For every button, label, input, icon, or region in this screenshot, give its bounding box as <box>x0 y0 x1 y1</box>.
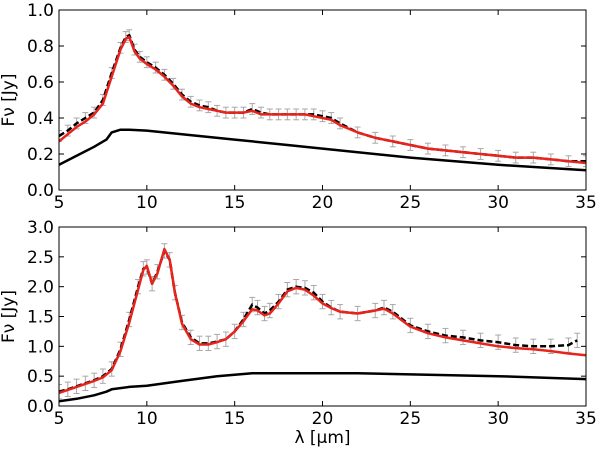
x-tick-label: 20 <box>312 193 334 213</box>
axes-frame <box>58 226 587 407</box>
stellar-series-line <box>59 128 586 172</box>
y-tick-label: 1.0 <box>27 1 54 21</box>
x-axis-label: λ [μm] <box>294 428 350 448</box>
y-tick-label: 0.0 <box>27 397 54 417</box>
x-tick-label: 10 <box>136 193 158 213</box>
y-axis-label: Fν [Jy] <box>0 290 19 343</box>
x-tick-label: 5 <box>54 193 65 213</box>
bottom-panel: 5 10 15 20 25 30 35 0.0 0.5 1.0 1.5 2.0 2.5 3.0 Fν [Jy… <box>0 218 597 448</box>
model-series-line <box>59 35 586 165</box>
observed-series-line <box>59 249 578 393</box>
y-tick-label: 1.5 <box>27 308 54 328</box>
y-tick-label: 0.8 <box>27 37 54 57</box>
x-tick-label: 10 <box>136 409 158 429</box>
x-tick-label: 30 <box>487 409 509 429</box>
x-tick-label: 25 <box>400 193 422 213</box>
y-tick-label: 2.0 <box>27 278 54 298</box>
top-panel: 5 10 15 20 25 30 35 0.0 0.2 0.4 0.6 0.8 1.0 Fν [Jy] <box>0 1 597 213</box>
axes-frame <box>58 9 587 191</box>
x-tick-label: 15 <box>224 193 246 213</box>
y-axis-label: Fν [Jy] <box>0 73 19 126</box>
x-tick-label: 20 <box>312 409 334 429</box>
observed-series-line <box>59 33 586 163</box>
x-tick-label: 15 <box>224 409 246 429</box>
y-tick-label: 1.0 <box>27 337 54 357</box>
y-tick-label: 0.6 <box>27 73 54 93</box>
y-tick-label: 0.5 <box>27 367 54 387</box>
y-tick-label: 0.2 <box>27 145 54 165</box>
y-tick-label: 0.4 <box>27 109 54 129</box>
x-tick-label: 35 <box>575 193 597 213</box>
x-tick-label: 25 <box>400 409 422 429</box>
model-series-line <box>59 247 586 395</box>
plot-area <box>59 29 586 172</box>
y-tick-label: 3.0 <box>27 218 54 238</box>
x-tick-label: 5 <box>54 409 65 429</box>
y-tick-label: 0.0 <box>27 181 54 201</box>
x-tick-label: 30 <box>487 193 509 213</box>
x-tick-label: 35 <box>575 409 597 429</box>
plot-area <box>59 243 586 403</box>
y-tick-label: 2.5 <box>27 248 54 268</box>
stellar-series-line <box>59 371 586 403</box>
